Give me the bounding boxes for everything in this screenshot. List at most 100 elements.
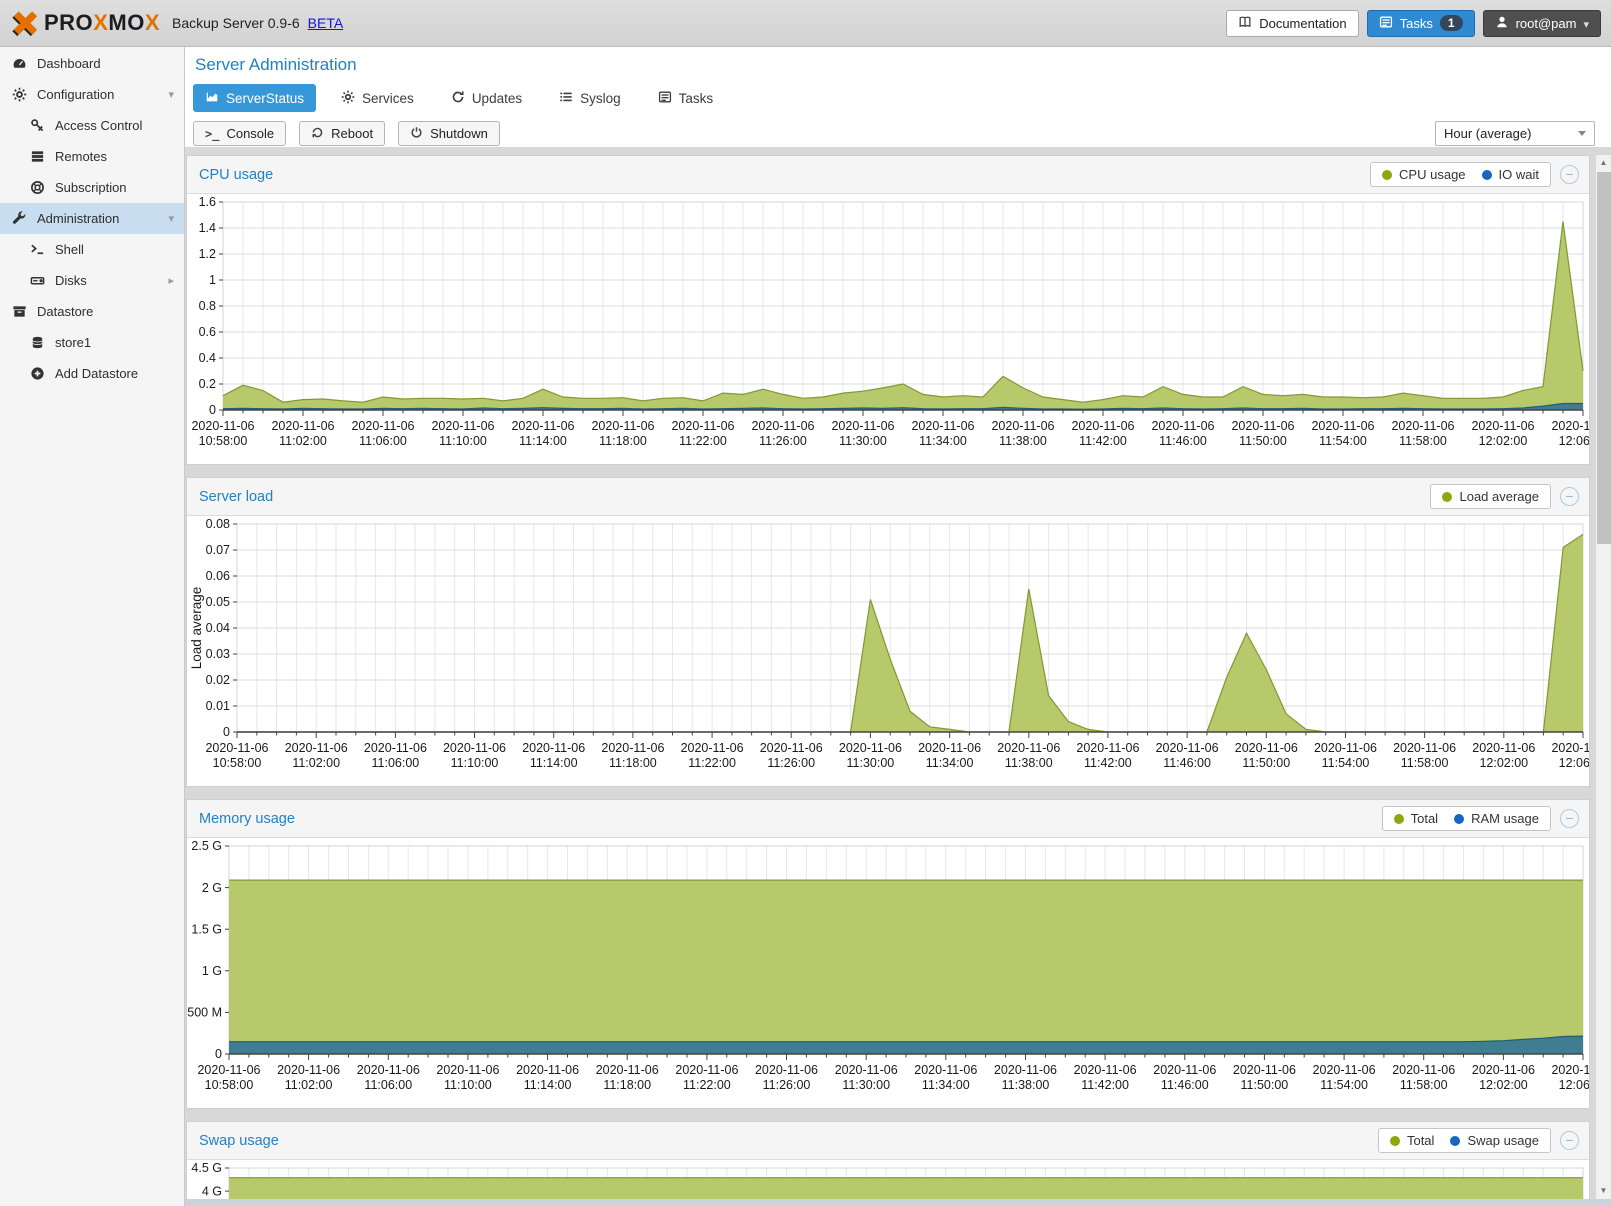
chevron-down-icon [1578, 131, 1586, 136]
svg-text:2020-11-06: 2020-11-06 [839, 741, 902, 755]
tab-services[interactable]: Services [329, 84, 426, 112]
svg-text:0: 0 [209, 403, 216, 417]
svg-text:2020-11-06: 2020-11-06 [1233, 1063, 1296, 1077]
svg-text:2020-11-06: 2020-11-06 [991, 419, 1054, 433]
svg-text:0.06: 0.06 [206, 569, 230, 583]
svg-text:2020-11-06: 2020-11-06 [285, 741, 348, 755]
tab-bar: ServerStatus Services Updates Syslog [193, 84, 1603, 112]
svg-text:11:38:00: 11:38:00 [999, 434, 1047, 448]
legend-item-swap-usage[interactable]: Swap usage [1450, 1133, 1539, 1148]
chevron-down-icon[interactable] [168, 212, 174, 225]
svg-text:0.2: 0.2 [199, 377, 216, 391]
user-menu-button[interactable]: root@pam [1482, 9, 1601, 37]
svg-text:11:38:00: 11:38:00 [1005, 756, 1053, 770]
plus-circle-icon [30, 366, 46, 382]
svg-text:2020-11-06: 2020-11-06 [601, 741, 664, 755]
tasks-button[interactable]: Tasks 1 [1366, 9, 1475, 37]
legend: CPU usage IO wait [1370, 162, 1551, 187]
collapse-panel-icon[interactable] [1560, 165, 1579, 184]
svg-text:11:42:00: 11:42:00 [1081, 1078, 1129, 1092]
archive-icon [12, 304, 28, 320]
list-icon [559, 90, 573, 107]
sidebar-item-shell[interactable]: Shell [0, 234, 184, 265]
legend-item-total[interactable]: Total [1389, 1133, 1434, 1148]
svg-text:11:26:00: 11:26:00 [763, 1078, 811, 1092]
svg-text:2020-11-06: 2020-11-06 [1314, 741, 1377, 755]
svg-text:2020-11-06: 2020-11-06 [191, 419, 254, 433]
collapse-panel-icon[interactable] [1560, 1131, 1579, 1150]
svg-text:11:34:00: 11:34:00 [922, 1078, 970, 1092]
sidebar-item-store1[interactable]: store1 [0, 327, 184, 358]
sidebar-item-access-control[interactable]: Access Control [0, 110, 184, 141]
cpu-usage-chart-canvas: 1.6 1.4 1.2 1 0.8 0.6 0.4 0.2 0 2020-11-06 10:58:0… [187, 194, 1589, 464]
shutdown-button[interactable]: Shutdown [398, 121, 500, 146]
chevron-down-icon[interactable] [168, 88, 174, 101]
svg-text:0.6: 0.6 [199, 325, 216, 339]
svg-text:2020-11-06: 2020-11-06 [431, 419, 494, 433]
svg-text:0.01: 0.01 [206, 699, 230, 713]
svg-text:2020-11-06: 2020-11-06 [516, 1063, 579, 1077]
legend-item-ram-usage[interactable]: RAM usage [1454, 811, 1539, 826]
svg-text:0: 0 [215, 1047, 222, 1061]
svg-text:2020-11-06: 2020-11-06 [596, 1063, 659, 1077]
tab-syslog[interactable]: Syslog [547, 84, 633, 112]
svg-text:2.5 G: 2.5 G [191, 839, 222, 853]
tab-serverstatus[interactable]: ServerStatus [193, 84, 317, 112]
sidebar-item-remotes[interactable]: Remotes [0, 141, 184, 172]
svg-text:2020-11-06: 2020-11-06 [1235, 741, 1298, 755]
svg-text:11:02:00: 11:02:00 [292, 756, 340, 770]
svg-text:11:42:00: 11:42:00 [1079, 434, 1127, 448]
tasks-count-badge: 1 [1439, 15, 1463, 31]
svg-text:2020-11-06: 2020-11-06 [197, 1063, 260, 1077]
collapse-panel-icon[interactable] [1560, 809, 1579, 828]
scroll-down-arrow-icon[interactable] [1596, 1183, 1611, 1199]
svg-text:2020-11-06: 2020-11-06 [1472, 741, 1535, 755]
svg-text:0.02: 0.02 [206, 673, 230, 687]
tab-tasks[interactable]: Tasks [646, 84, 726, 112]
time-range-select[interactable]: Hour (average) [1435, 121, 1595, 146]
sidebar-item-datastore[interactable]: Datastore [0, 296, 184, 327]
documentation-button[interactable]: Documentation [1226, 9, 1359, 37]
svg-text:2020-11-06: 2020-11-06 [511, 419, 574, 433]
svg-text:11:02:00: 11:02:00 [285, 1078, 333, 1092]
sidebar-item-dashboard[interactable]: Dashboard [0, 48, 184, 79]
scrollbar-thumb[interactable] [1597, 172, 1611, 544]
database-icon [30, 335, 46, 351]
svg-text:2020-11-06: 2020-11-06 [1156, 741, 1219, 755]
main-content: Server Administration ServerStatus Servi… [185, 47, 1611, 1206]
collapse-panel-icon[interactable] [1560, 487, 1579, 506]
chevron-right-icon[interactable] [168, 274, 174, 287]
toolbar: Console Reboot Shutdown Hour (average) [193, 121, 1603, 146]
legend-item-load-average[interactable]: Load average [1442, 489, 1539, 504]
panel-title: Server load [199, 488, 274, 505]
svg-text:12:02:00: 12:02:00 [1479, 756, 1528, 770]
console-button[interactable]: Console [193, 121, 287, 146]
vertical-scrollbar[interactable] [1595, 155, 1611, 1199]
svg-text:11:18:00: 11:18:00 [603, 1078, 651, 1092]
svg-text:2020-11-06: 2020-11-06 [436, 1063, 499, 1077]
sidebar-item-administration[interactable]: Administration [0, 203, 184, 234]
svg-text:11:10:00: 11:10:00 [451, 756, 499, 770]
legend-dot [1454, 813, 1465, 824]
sidebar-item-add-datastore[interactable]: Add Datastore [0, 358, 184, 389]
tab-updates[interactable]: Updates [439, 84, 534, 112]
sidebar-item-configuration[interactable]: Configuration [0, 79, 184, 110]
legend-item-total[interactable]: Total [1393, 811, 1438, 826]
beta-link[interactable]: BETA [307, 15, 344, 31]
svg-text:11:14:00: 11:14:00 [530, 756, 578, 770]
scroll-up-arrow-icon[interactable] [1596, 155, 1611, 171]
svg-text:2020-11-06: 2020-11-06 [1151, 419, 1214, 433]
svg-text:11:50:00: 11:50:00 [1241, 1078, 1289, 1092]
legend-item-cpu-usage[interactable]: CPU usage [1382, 167, 1466, 182]
svg-text:11:10:00: 11:10:00 [444, 1078, 492, 1092]
svg-text:11:26:00: 11:26:00 [759, 434, 807, 448]
reboot-button[interactable]: Reboot [299, 121, 386, 146]
legend-item-io-wait[interactable]: IO wait [1481, 167, 1539, 182]
sidebar-item-subscription[interactable]: Subscription [0, 172, 184, 203]
area-chart-icon [205, 90, 219, 107]
svg-text:11:26:00: 11:26:00 [767, 756, 815, 770]
sidebar-item-disks[interactable]: Disks [0, 265, 184, 296]
svg-text:11:54:00: 11:54:00 [1322, 756, 1370, 770]
svg-text:2020-11-06: 2020-11-06 [997, 741, 1060, 755]
